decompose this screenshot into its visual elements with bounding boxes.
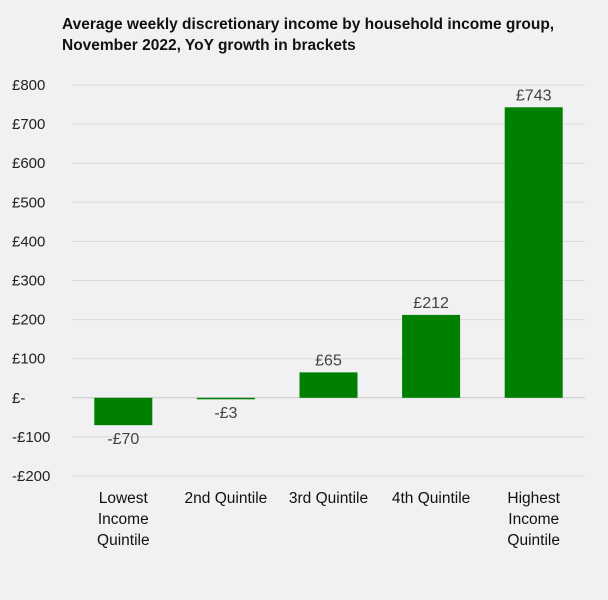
y-tick-label: £700 <box>12 116 45 133</box>
data-labels: -£70 -£3 £65 £212 £743 <box>107 87 551 448</box>
bars <box>94 107 563 426</box>
category-label: Income <box>98 511 149 528</box>
data-label: -£3 <box>214 405 237 422</box>
category-labels: Lowest Income Quintile 2nd Quintile 3rd Quin… <box>97 490 561 549</box>
y-tick-label: £- <box>12 390 25 407</box>
chart-title: Average weekly discretionary income by h… <box>62 16 555 54</box>
category-label: Quintile <box>507 532 560 549</box>
y-tick-label: -£100 <box>12 429 50 446</box>
category-label: Lowest <box>99 490 149 507</box>
data-label: -£70 <box>107 431 139 448</box>
y-tick-label: £200 <box>12 312 45 329</box>
category-label: 3rd Quintile <box>289 490 368 507</box>
bar <box>402 314 461 398</box>
y-tick-label: £400 <box>12 233 45 250</box>
bar <box>94 397 153 426</box>
y-tick-label: £800 <box>12 77 45 94</box>
gridlines <box>72 84 585 477</box>
category-label: 4th Quintile <box>392 490 470 507</box>
category-label: Income <box>508 511 559 528</box>
bar <box>504 107 563 398</box>
y-tick-label: £300 <box>12 273 45 290</box>
bar <box>196 397 255 400</box>
data-label: £743 <box>516 87 552 104</box>
y-tick-label: £500 <box>12 194 45 211</box>
y-axis-tick-labels: £800 £700 £600 £500 £400 £300 £200 £100 £- -£100 -… <box>12 77 50 485</box>
bar <box>299 372 358 398</box>
y-tick-label: £100 <box>12 351 45 368</box>
y-tick-label: £600 <box>12 155 45 172</box>
category-label: 2nd Quintile <box>185 490 268 507</box>
data-label: £212 <box>413 295 449 312</box>
y-tick-label: -£200 <box>12 468 50 485</box>
data-label: £65 <box>315 352 342 369</box>
category-label: Highest <box>507 490 560 507</box>
category-label: Quintile <box>97 532 150 549</box>
